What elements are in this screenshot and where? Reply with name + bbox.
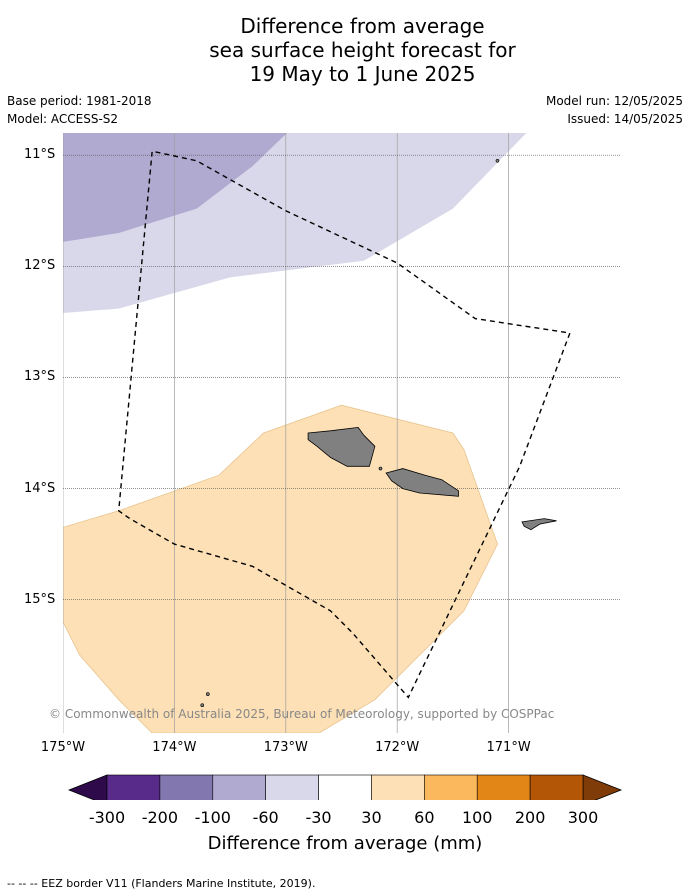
colorbar-bin-8: [529, 774, 584, 800]
colorbar-tick-8: 200: [514, 808, 546, 827]
lat-label-2: 13°S: [24, 369, 56, 385]
islet-1: [206, 692, 210, 696]
colorbar-bin-1: [159, 774, 214, 800]
anomaly-region-2: [63, 404, 498, 733]
colorbar-bin-5: [371, 774, 425, 800]
colorbar-tick-4: -30: [305, 808, 332, 827]
model-name: Model: ACCESS-S2: [7, 112, 119, 126]
title-line-1: Difference from average: [240, 14, 485, 38]
lon-label-2: 173°W: [263, 740, 308, 755]
islet-2: [200, 703, 205, 708]
lat-label-0: 11°S: [24, 147, 56, 163]
lon-label-0: 175°W: [40, 740, 86, 755]
lat-label-3: 14°S: [24, 480, 56, 496]
colorbar-bin-4: [318, 774, 372, 800]
colorbar-tick-7: 100: [461, 808, 493, 827]
colorbar-over-arrow: [582, 774, 623, 800]
islet-3: [378, 466, 383, 471]
colorbar-tick-2: -100: [194, 808, 231, 827]
colorbar-label: Difference from average (mm): [207, 833, 483, 854]
islet-0: [495, 158, 500, 163]
lon-label-1: 174°W: [152, 740, 197, 755]
eez-border: [117, 151, 571, 699]
lon-label-3: 172°W: [375, 740, 420, 755]
colorbar-tick-9: 300: [567, 808, 599, 827]
lat-label-4: 15°S: [24, 591, 56, 607]
title-line-3: 19 May to 1 June 2025: [249, 62, 476, 86]
colorbar-tick-6: 60: [414, 808, 435, 827]
colorbar-tick-0: -300: [88, 808, 126, 827]
title-line-2: sea surface height forecast for: [209, 38, 516, 62]
issued-date: Issued: 14/05/2025: [567, 112, 683, 126]
island-savaii: [307, 426, 376, 467]
colorbar-bin-7: [476, 774, 531, 800]
colorbar-bin-3: [265, 774, 319, 800]
copyright-notice: © Commonwealth of Australia 2025, Bureau…: [49, 707, 555, 721]
base-period: Base period: 1981-2018: [7, 94, 152, 108]
island-upolu: [385, 468, 459, 497]
model-run: Model run: 12/05/2025: [545, 94, 683, 108]
colorbar-tick-3: -60: [252, 808, 279, 827]
forecast-map: [63, 133, 623, 800]
chart-title: Difference from average sea surface heig…: [0, 14, 690, 86]
lat-label-1: 12°S: [24, 258, 56, 274]
anomaly-region-1: [63, 133, 287, 242]
colorbar-bin-0: [106, 774, 161, 800]
colorbar: [67, 774, 623, 800]
colorbar-tick-1: -200: [141, 808, 179, 827]
lon-label-4: 171°W: [486, 740, 531, 755]
colorbar-bin-6: [424, 774, 478, 800]
island-tutuila: [521, 518, 557, 531]
colorbar-under-arrow: [67, 774, 108, 800]
eez-footnote: -- -- -- EEZ border V11 (Flanders Marine…: [7, 877, 316, 890]
colorbar-tick-5: 30: [361, 808, 382, 827]
colorbar-bin-2: [212, 774, 266, 800]
